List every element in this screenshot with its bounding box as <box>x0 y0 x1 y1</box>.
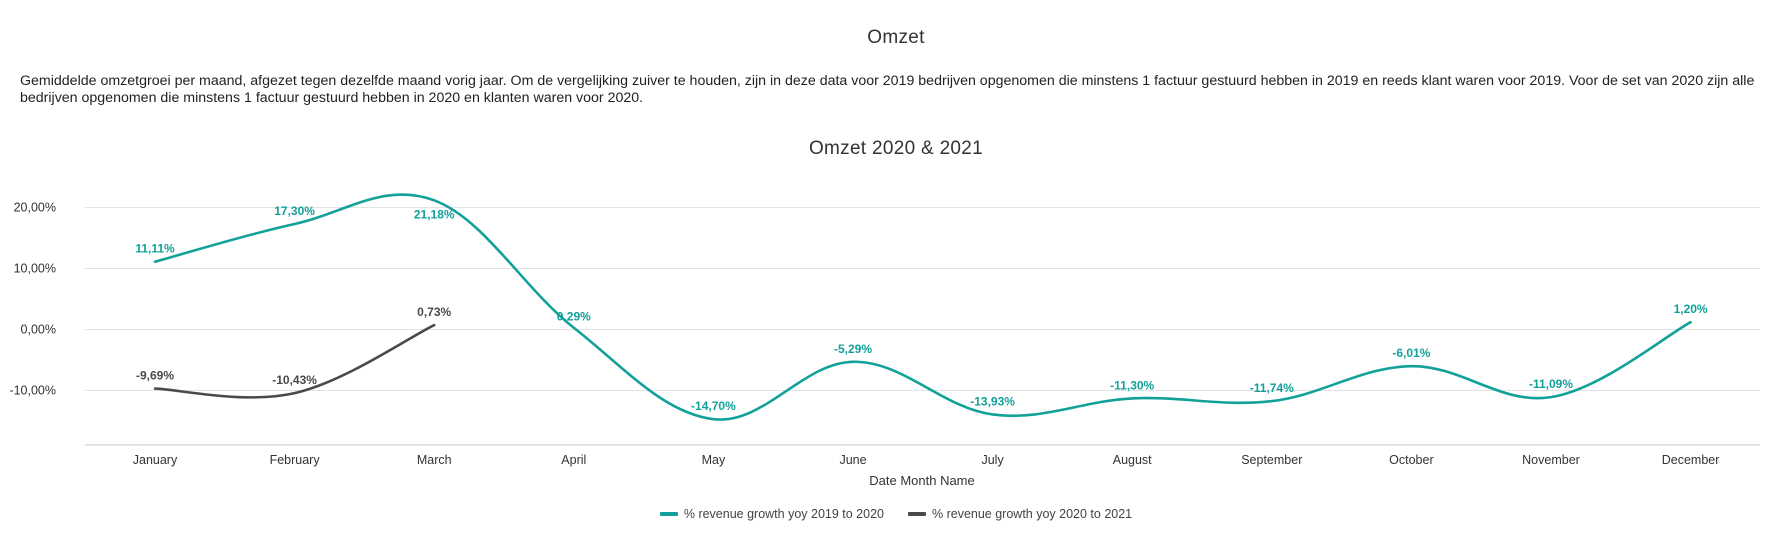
x-tick-label: September <box>1241 453 1302 467</box>
x-axis-title: Date Month Name <box>869 473 975 488</box>
legend-item-2021[interactable]: % revenue growth yoy 2020 to 2021 <box>908 507 1132 521</box>
data-label: -13,93% <box>970 394 1015 408</box>
data-label: -11,30% <box>1110 378 1154 392</box>
x-tick-label: July <box>981 453 1004 467</box>
legend-label-2021: % revenue growth yoy 2020 to 2021 <box>932 507 1133 521</box>
data-label: -6,01% <box>1392 346 1430 360</box>
gridlines <box>85 207 1760 391</box>
legend-swatch-2021 <box>908 512 926 516</box>
data-label: -11,09% <box>1529 377 1573 391</box>
data-label: 17,30% <box>274 204 315 218</box>
legend-label-2020: % revenue growth yoy 2019 to 2020 <box>683 507 884 521</box>
x-tick-label: August <box>1113 453 1152 467</box>
data-label: 0,73% <box>417 305 451 319</box>
legend-swatch-2020 <box>659 512 678 516</box>
data-label: -14,70% <box>691 399 736 413</box>
chart-title: Omzet 2020 & 2021 <box>808 138 984 159</box>
x-tick-label: January <box>133 453 178 467</box>
page-title: Omzet <box>867 27 925 48</box>
data-label: 1,20% <box>1674 302 1708 316</box>
page-description: Gemiddelde omzetgroei per maand, afgezet… <box>20 73 1755 106</box>
x-tick-label: June <box>839 453 866 467</box>
y-tick-label: 0,00% <box>21 323 56 337</box>
axes: 20,00% 10,00% 0,00% -10,00% January February M… <box>9 201 1760 488</box>
data-label: -5,29% <box>834 342 872 356</box>
x-tick-label: March <box>417 453 452 467</box>
x-tick-label: April <box>561 453 586 467</box>
data-labels: 11,11% 17,30% 21,18% 0,29% -14,70% -5,29% -13,… <box>135 204 1708 413</box>
series-line-2020 <box>153 193 1692 421</box>
x-tick-label: October <box>1389 453 1433 467</box>
y-tick-label: -10,00% <box>9 384 56 398</box>
y-tick-label: 10,00% <box>14 262 56 276</box>
series-lines <box>153 193 1692 421</box>
line-chart: 11,11% 17,30% 21,18% 0,29% -14,70% -5,29% -13,… <box>9 193 1760 488</box>
data-label: 11,11% <box>135 242 175 256</box>
data-label: -10,43% <box>272 373 317 387</box>
x-tick-label: February <box>270 453 321 467</box>
x-tick-label: November <box>1522 453 1580 467</box>
series-line-2021 <box>153 323 436 399</box>
data-label: 21,18% <box>414 207 455 221</box>
data-label: -9,69% <box>136 369 174 383</box>
legend: % revenue growth yoy 2019 to 2020 % reve… <box>0 507 1792 521</box>
data-label: -11,74% <box>1250 381 1294 395</box>
x-tick-label: December <box>1662 453 1720 467</box>
legend-item-2020[interactable]: % revenue growth yoy 2019 to 2020 <box>659 507 884 521</box>
data-label: 0,29% <box>557 310 591 324</box>
x-tick-label: May <box>702 453 726 467</box>
y-tick-label: 20,00% <box>14 201 56 215</box>
